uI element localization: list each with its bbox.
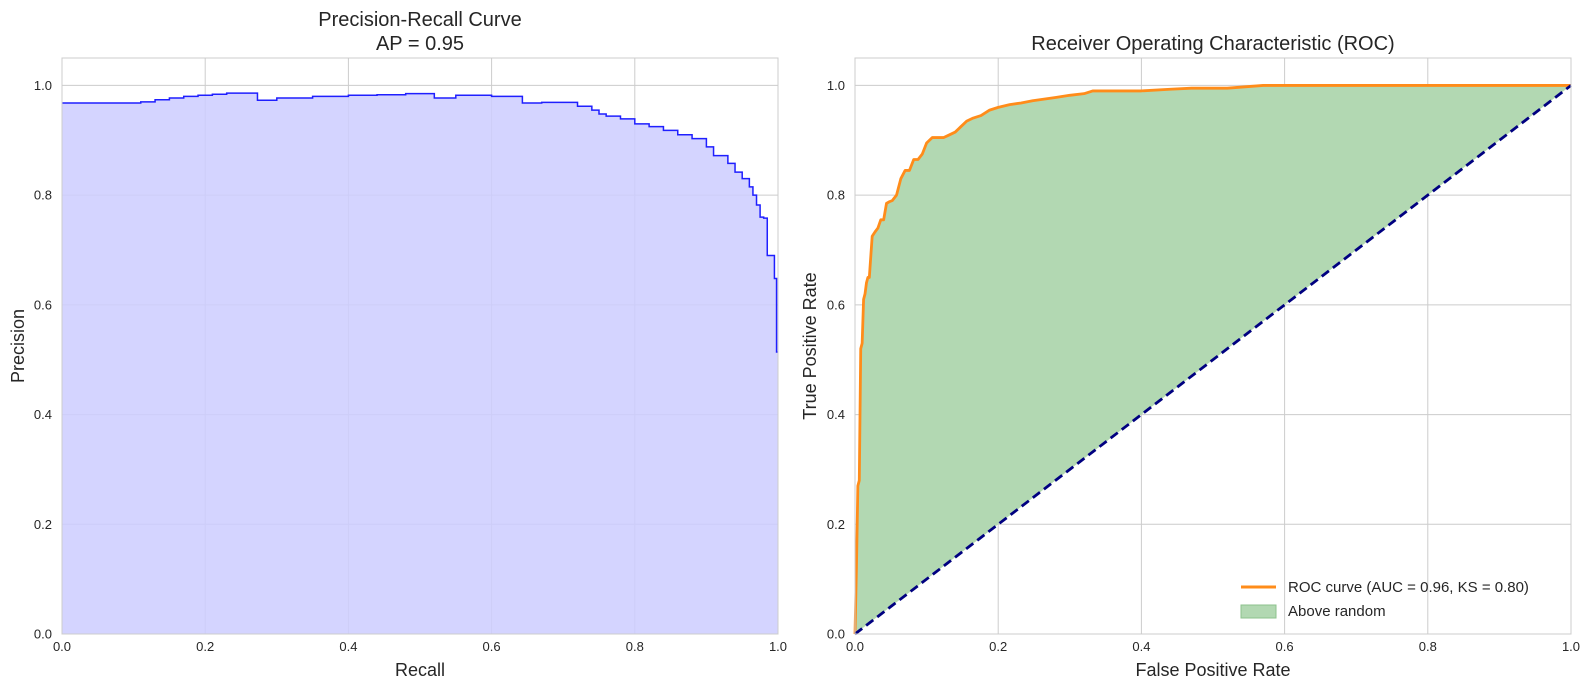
pr-y-axis-label: Precision [8, 309, 28, 383]
roc-y-tick-label: 0.4 [827, 407, 845, 422]
roc-x-tick-label: 1.0 [1562, 639, 1580, 654]
pr-x-tick-label: 0.6 [483, 639, 501, 654]
roc-data-layer [853, 84, 1572, 636]
pr-x-tick-label: 0.8 [626, 639, 644, 654]
pr-tick-labels: 0.0 0.2 0.4 0.6 0.8 1.0 0.0 0.2 0.4 0.6 0.8 1.0 [34, 78, 787, 654]
roc-panel: 0.0 0.2 0.4 0.6 0.8 1.0 0.0 0.2 0.4 0.6 0.8 1.0 Rec… [800, 33, 1580, 680]
roc-y-tick-label: 0.2 [827, 517, 845, 532]
roc-x-tick-label: 0.6 [1276, 639, 1294, 654]
roc-axes-border [854, 57, 1572, 635]
legend-roc-label: ROC curve (AUC = 0.96, KS = 0.80) [1288, 579, 1529, 596]
pr-axes-border [61, 57, 779, 635]
pr-data-layer [62, 92, 778, 634]
roc-frame [854, 57, 1572, 635]
pr-subtitle: AP = 0.95 [376, 33, 464, 55]
roc-x-tick-label: 0.0 [846, 639, 864, 654]
roc-y-tick-label: 0.8 [827, 188, 845, 203]
roc-random-diagonal [854, 84, 1572, 636]
pr-y-tick-label: 0.4 [34, 407, 52, 422]
roc-tick-labels: 0.0 0.2 0.4 0.6 0.8 1.0 0.0 0.2 0.4 0.6 0.8 1.0 [827, 78, 1580, 654]
pr-y-tick-label: 0.8 [34, 188, 52, 203]
roc-y-tick-label: 0.6 [827, 297, 845, 312]
pr-x-axis-label: Recall [395, 660, 445, 680]
pr-x-tick-label: 0.2 [196, 639, 214, 654]
pr-x-tick-label: 0.4 [339, 639, 357, 654]
pr-x-tick-label: 1.0 [769, 639, 787, 654]
pr-curve-line [62, 92, 778, 353]
roc-title: Receiver Operating Characteristic (ROC) [1031, 33, 1394, 55]
pr-y-tick-label: 1.0 [34, 78, 52, 93]
precision-recall-panel: 0.0 0.2 0.4 0.6 0.8 1.0 0.0 0.2 0.4 0.6 0.8 1.0 Pre… [8, 9, 787, 680]
roc-y-tick-label: 1.0 [827, 78, 845, 93]
roc-y-axis-label: True Positive Rate [800, 272, 820, 419]
pr-x-tick-label: 0.0 [53, 639, 71, 654]
pr-area-fill [62, 93, 778, 634]
roc-legend: ROC curve (AUC = 0.96, KS = 0.80) Above … [1240, 579, 1529, 620]
roc-x-tick-label: 0.8 [1419, 639, 1437, 654]
pr-title: Precision-Recall Curve [318, 9, 521, 31]
pr-y-tick-label: 0.0 [34, 627, 52, 642]
roc-curve-line [853, 84, 1571, 635]
roc-x-axis-label: False Positive Rate [1135, 660, 1290, 680]
roc-x-tick-label: 0.4 [1132, 639, 1150, 654]
pr-y-tick-label: 0.2 [34, 517, 52, 532]
legend-above-random-swatch [1240, 604, 1277, 619]
pr-frame [61, 57, 779, 635]
pr-y-tick-label: 0.6 [34, 297, 52, 312]
roc-x-tick-label: 0.2 [989, 639, 1007, 654]
roc-y-tick-label: 0.0 [827, 627, 845, 642]
legend-above-random-label: Above random [1288, 603, 1386, 620]
